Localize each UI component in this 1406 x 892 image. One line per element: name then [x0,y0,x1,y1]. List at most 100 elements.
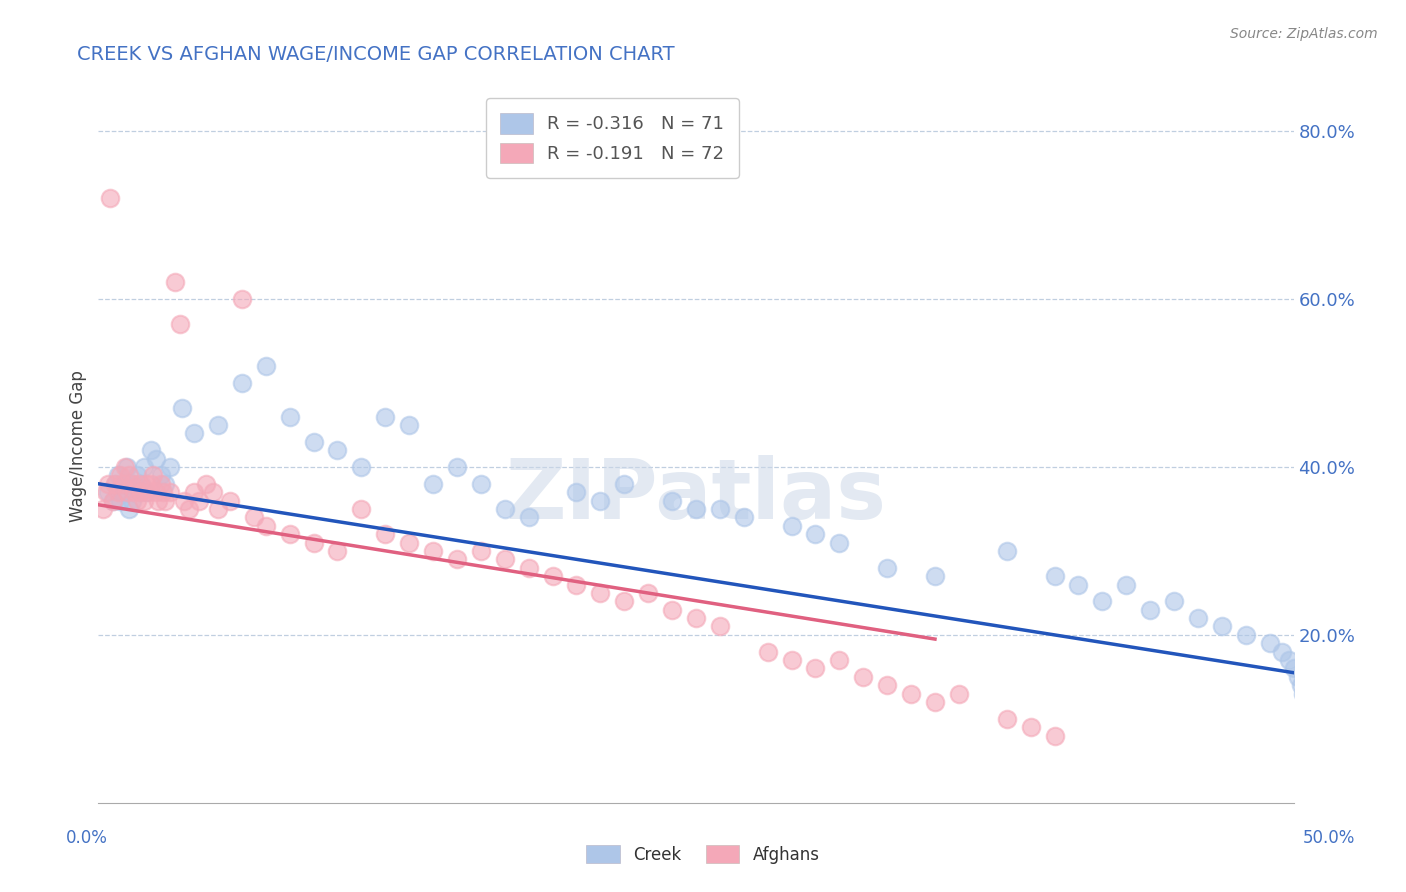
Y-axis label: Wage/Income Gap: Wage/Income Gap [69,370,87,522]
Point [114,460,136,475]
Point [494,552,516,566]
Point [804,527,827,541]
Point [852,670,875,684]
Point [1296,670,1319,684]
Point [1043,729,1066,743]
Point [494,502,516,516]
Point [231,292,253,306]
Point [91,502,114,516]
Point [187,493,209,508]
Point [1234,628,1257,642]
Point [828,535,851,549]
Point [900,687,922,701]
Point [155,476,177,491]
Point [470,476,492,491]
Point [111,485,134,500]
Point [565,577,588,591]
Point [350,502,373,516]
Point [995,712,1018,726]
Point [125,493,148,508]
Point [995,544,1018,558]
Point [780,518,803,533]
Point [1289,678,1312,692]
Point [1278,653,1301,667]
Point [145,485,167,500]
Point [114,476,136,491]
Point [326,443,349,458]
Point [135,485,157,500]
Point [207,417,229,432]
Point [1271,645,1294,659]
Point [243,510,266,524]
Point [302,434,325,449]
Point [1115,577,1137,591]
Point [1258,636,1281,650]
Point [685,502,707,516]
Point [149,476,172,491]
Point [118,468,141,483]
Point [1091,594,1114,608]
Point [924,569,946,583]
Point [219,493,242,508]
Point [1067,577,1090,591]
Point [1302,653,1324,667]
Point [876,560,898,574]
Point [374,409,396,424]
Point [733,510,755,524]
Point [118,502,141,516]
Point [159,485,181,500]
Point [709,619,731,633]
Point [124,485,146,500]
Point [101,493,124,508]
Point [804,661,827,675]
Point [780,653,803,667]
Point [278,527,301,541]
Point [155,493,177,508]
Point [948,687,970,701]
Point [374,527,396,541]
Point [446,552,468,566]
Point [661,603,683,617]
Point [685,611,707,625]
Point [422,476,444,491]
Point [159,460,181,475]
Point [172,401,194,416]
Point [350,460,373,475]
Point [202,485,225,500]
Point [179,502,201,516]
Point [517,560,540,574]
Point [145,451,167,466]
Point [589,493,612,508]
Point [163,275,186,289]
Text: Source: ZipAtlas.com: Source: ZipAtlas.com [1230,27,1378,41]
Text: ZIPatlas: ZIPatlas [506,456,886,536]
Point [254,359,277,374]
Point [828,653,851,667]
Point [541,569,564,583]
Point [124,476,146,491]
Point [149,468,172,483]
Point [97,476,120,491]
Point [138,485,160,500]
Point [254,518,277,533]
Point [613,476,636,491]
Point [97,485,120,500]
Point [111,476,134,491]
Point [183,485,205,500]
Point [1292,687,1315,701]
Point [637,586,659,600]
Point [148,493,170,508]
Legend: Creek, Afghans: Creek, Afghans [579,838,827,871]
Point [517,510,540,524]
Point [115,485,138,500]
Point [1286,670,1309,684]
Point [422,544,444,558]
Point [613,594,636,608]
Point [169,318,191,332]
Point [132,460,155,475]
Text: CREEK VS AFGHAN WAGE/INCOME GAP CORRELATION CHART: CREEK VS AFGHAN WAGE/INCOME GAP CORRELAT… [77,45,675,63]
Point [924,695,946,709]
Legend: R = -0.316   N = 71, R = -0.191   N = 72: R = -0.316 N = 71, R = -0.191 N = 72 [486,98,738,178]
Point [132,493,155,508]
Point [302,535,325,549]
